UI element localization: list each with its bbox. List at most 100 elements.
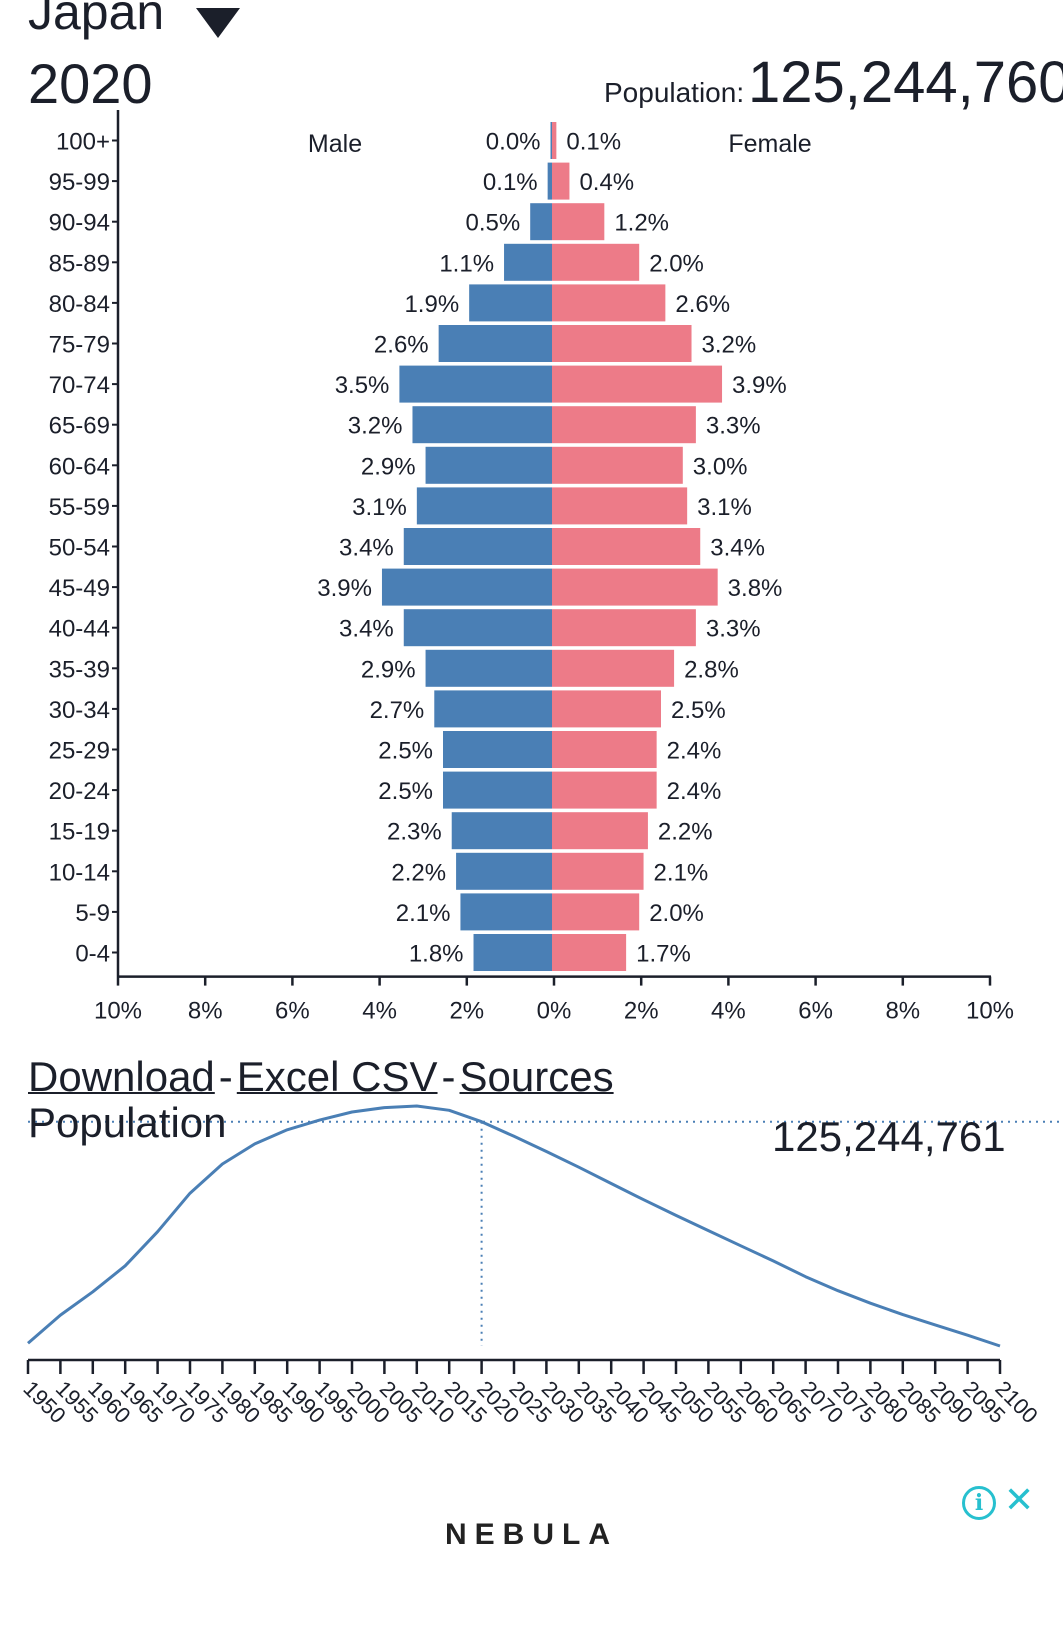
bar-female-40-44[interactable]	[552, 609, 696, 647]
age-group-label: 80-84	[49, 291, 110, 318]
country-title[interactable]: Japan	[28, 0, 165, 40]
ad-brand-logo[interactable]: NEBULA	[445, 1518, 618, 1551]
bar-male-40-44[interactable]	[403, 609, 552, 647]
close-icon[interactable]: ✕	[1004, 1479, 1035, 1520]
age-group-label: 75-79	[49, 332, 110, 359]
data-label-female: 1.2%	[614, 210, 669, 237]
data-label-male: 1.9%	[404, 291, 459, 318]
age-group-label: 50-54	[49, 535, 110, 562]
bar-male-55-59[interactable]	[416, 487, 552, 525]
data-label-male: 3.4%	[339, 616, 394, 643]
data-label-male: 0.1%	[483, 169, 538, 196]
population-line	[27, 1104, 1001, 1348]
bar-male-75-79[interactable]	[438, 325, 552, 362]
bar-female-95-99[interactable]	[552, 162, 570, 200]
download-links: Download-Excel CSV-Sources	[28, 1052, 614, 1102]
data-label-female: 3.4%	[710, 535, 765, 562]
population-value: 125,244,760	[748, 50, 1063, 115]
x-tick-label: 10%	[94, 998, 142, 1025]
bar-female-35-39[interactable]	[552, 649, 675, 687]
age-group-label: 95-99	[49, 169, 110, 196]
bar-male-80-84[interactable]	[469, 284, 552, 322]
data-label-female: 3.8%	[728, 575, 783, 602]
year-label: 2020	[28, 52, 153, 115]
bar-female-85-89[interactable]	[552, 243, 640, 281]
data-label-male: 2.3%	[387, 819, 442, 846]
bar-female-100+[interactable]	[552, 122, 557, 159]
data-label-female: 0.1%	[566, 129, 621, 156]
country-dropdown-caret-icon[interactable]	[196, 8, 240, 38]
age-group-label: 90-94	[49, 210, 110, 237]
bar-male-15-19[interactable]	[451, 812, 552, 850]
x-tick-label: 10%	[966, 998, 1014, 1025]
bar-male-65-69[interactable]	[412, 406, 552, 444]
age-group-label: 60-64	[49, 453, 110, 480]
age-group-label: 55-59	[49, 494, 110, 521]
data-label-male: 2.9%	[361, 453, 416, 480]
data-label-male: 2.1%	[396, 900, 451, 927]
bar-female-50-54[interactable]	[552, 528, 701, 565]
bar-female-5-9[interactable]	[552, 893, 640, 931]
data-label-male: 2.9%	[361, 656, 416, 683]
bar-male-20-24[interactable]	[443, 771, 552, 809]
bar-male-35-39[interactable]	[425, 649, 552, 687]
population-current-value: 125,244,761	[772, 1113, 1006, 1160]
bar-male-25-29[interactable]	[443, 731, 552, 768]
data-label-female: 2.4%	[667, 778, 722, 805]
data-label-female: 3.2%	[702, 332, 757, 359]
data-label-female: 3.3%	[706, 413, 761, 440]
bar-female-10-14[interactable]	[552, 852, 644, 890]
bar-female-15-19[interactable]	[552, 812, 648, 850]
bar-male-10-14[interactable]	[456, 852, 552, 890]
age-group-label: 25-29	[49, 738, 110, 765]
bar-male-100+[interactable]	[550, 122, 553, 159]
data-label-male: 2.6%	[374, 332, 429, 359]
bar-female-60-64[interactable]	[552, 446, 683, 484]
bar-female-90-94[interactable]	[552, 203, 605, 241]
bar-male-90-94[interactable]	[530, 203, 552, 241]
bar-female-30-34[interactable]	[552, 690, 661, 728]
data-label-male: 3.1%	[352, 494, 407, 521]
bar-female-65-69[interactable]	[552, 406, 696, 444]
data-label-female: 2.5%	[671, 697, 726, 724]
bar-female-55-59[interactable]	[552, 487, 688, 525]
link-separator: -	[441, 1053, 456, 1100]
bar-female-25-29[interactable]	[552, 731, 657, 768]
legend-female: Female	[728, 130, 811, 158]
bar-male-50-54[interactable]	[403, 528, 552, 565]
bar-male-95-99[interactable]	[547, 162, 552, 200]
data-label-male: 2.2%	[391, 859, 446, 886]
age-group-label: 10-14	[49, 859, 110, 886]
age-group-label: 100+	[56, 129, 110, 156]
bar-female-80-84[interactable]	[552, 284, 666, 322]
bar-male-70-74[interactable]	[399, 365, 552, 403]
data-label-female: 2.6%	[675, 291, 730, 318]
bar-male-5-9[interactable]	[460, 893, 552, 931]
data-label-female: 2.2%	[658, 819, 713, 846]
excel-csv-link[interactable]: Excel CSV	[236, 1053, 438, 1100]
info-icon[interactable]: i	[962, 1486, 996, 1520]
bar-female-20-24[interactable]	[552, 771, 657, 809]
bar-female-45-49[interactable]	[552, 568, 718, 606]
bar-male-60-64[interactable]	[425, 446, 552, 484]
data-label-female: 3.1%	[697, 494, 752, 521]
data-label-male: 1.8%	[409, 941, 464, 968]
data-label-male: 1.1%	[439, 250, 494, 277]
bar-male-85-89[interactable]	[504, 243, 552, 281]
bar-female-70-74[interactable]	[552, 365, 723, 403]
bar-male-45-49[interactable]	[381, 568, 552, 606]
x-tick-label: 6%	[798, 998, 833, 1025]
age-group-label: 35-39	[49, 656, 110, 683]
data-label-female: 2.0%	[649, 250, 704, 277]
bar-female-75-79[interactable]	[552, 325, 692, 362]
population-label: Population:	[604, 77, 745, 108]
sources-link[interactable]: Sources	[459, 1053, 614, 1100]
x-tick-label: 4%	[362, 998, 397, 1025]
data-label-male: 3.4%	[339, 535, 394, 562]
bar-male-0-4[interactable]	[473, 934, 552, 971]
download-link[interactable]: Download	[28, 1053, 215, 1100]
bar-female-0-4[interactable]	[552, 934, 627, 971]
bar-male-30-34[interactable]	[434, 690, 552, 728]
link-separator: -	[218, 1053, 233, 1100]
data-label-female: 2.0%	[649, 900, 704, 927]
